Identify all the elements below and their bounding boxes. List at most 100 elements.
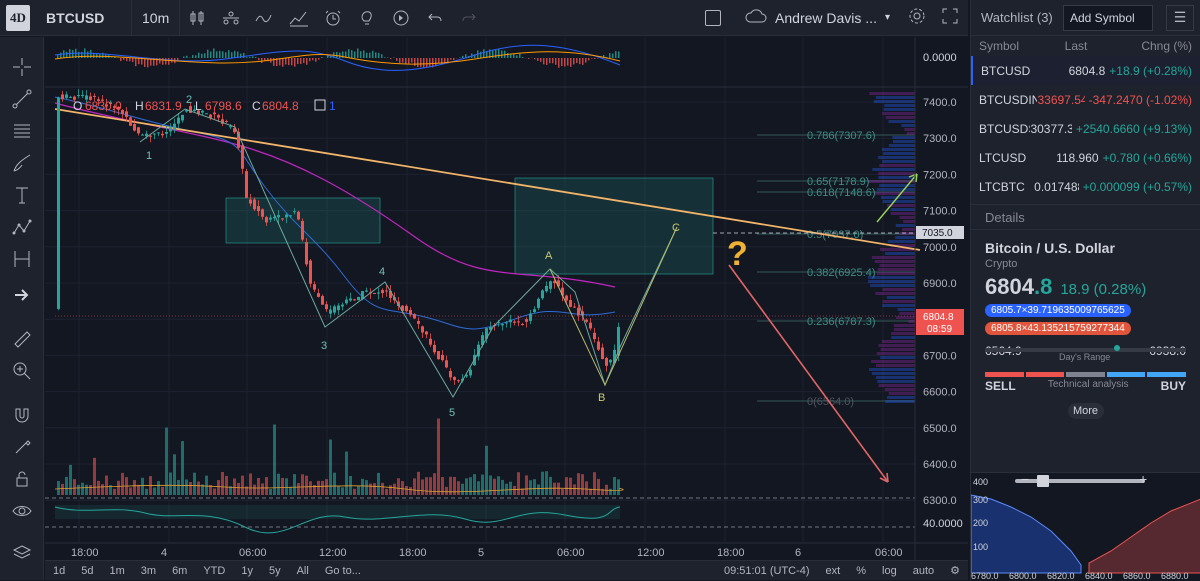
lock-icon[interactable]	[8, 467, 36, 491]
percent-scale-toggle[interactable]: %	[848, 565, 874, 577]
wave-label-a: A	[545, 250, 553, 262]
range-1d[interactable]: 1d	[45, 565, 73, 577]
auto-scale-toggle[interactable]: auto	[905, 565, 942, 577]
layout-toggle-icon[interactable]	[705, 10, 721, 26]
histogram-bar	[384, 57, 386, 58]
alert-icon[interactable]	[316, 0, 350, 36]
histogram-bar	[561, 58, 563, 66]
histogram-bar	[282, 58, 284, 67]
col-chg[interactable]: Chng (%)	[1141, 39, 1192, 53]
row-change: +18.9 (+0.28%)	[1105, 64, 1192, 78]
text-icon[interactable]	[8, 183, 36, 207]
app-logo[interactable]: 4D	[0, 0, 36, 36]
volume-bar	[513, 486, 516, 495]
profile-bar	[900, 232, 915, 235]
watchlist-menu-icon[interactable]: ☰	[1166, 5, 1194, 31]
candles-icon[interactable]	[180, 0, 214, 36]
watchlist-row[interactable]: BTCUSDSHORTS30377.3902+2540.6660 (+9.13%…	[971, 114, 1200, 143]
extended-hours-toggle[interactable]: ext	[818, 565, 849, 577]
histogram-bar	[369, 53, 371, 58]
fib-retracement-icon[interactable]	[8, 119, 36, 143]
details-header[interactable]: Details	[971, 204, 1200, 230]
chevron-down-icon[interactable]: ▾	[885, 12, 890, 23]
range-1m[interactable]: 1m	[102, 565, 133, 577]
compare-icon[interactable]	[214, 0, 248, 36]
replay-icon[interactable]	[384, 0, 418, 36]
candle-body	[281, 218, 284, 219]
symbol-search[interactable]: BTCUSD	[36, 0, 132, 36]
histogram-bar	[426, 58, 428, 67]
range-ytd[interactable]: YTD	[195, 565, 233, 577]
layout-name[interactable]: Andrew Davis ...	[775, 10, 877, 26]
ruler-icon[interactable]	[8, 327, 36, 351]
range-3m[interactable]: 3m	[133, 565, 164, 577]
histogram-bar	[210, 52, 212, 58]
profile-bar	[875, 292, 915, 295]
arrow-icon[interactable]	[8, 283, 36, 307]
histogram-bar	[438, 58, 440, 63]
financials-icon[interactable]	[282, 0, 316, 36]
histogram-bar	[249, 57, 251, 58]
volume-bar	[65, 477, 68, 495]
col-symbol[interactable]: Symbol	[979, 39, 1051, 53]
pattern-icon[interactable]	[8, 215, 36, 239]
magnet-icon[interactable]	[8, 403, 36, 427]
oscillator-pane	[55, 45, 620, 70]
volume-bars	[57, 419, 620, 495]
range-6m[interactable]: 6m	[164, 565, 195, 577]
price-fraction: .8	[1034, 274, 1052, 299]
technical-analysis-label[interactable]: Technical analysis	[1048, 379, 1129, 393]
candle-body	[373, 293, 376, 294]
redo-icon[interactable]	[452, 0, 486, 36]
range-all[interactable]: All	[289, 565, 317, 577]
goto-button[interactable]: Go to...	[317, 565, 369, 577]
profile-bar	[885, 388, 915, 391]
histogram-bar	[57, 55, 59, 58]
volume-bar	[577, 473, 580, 495]
watchlist-title[interactable]: Watchlist (3)	[971, 10, 1063, 25]
range-1y[interactable]: 1y	[233, 565, 261, 577]
time-tick: 06:00	[875, 547, 903, 559]
eye-icon[interactable]	[8, 499, 36, 523]
brush-icon[interactable]	[8, 151, 36, 175]
histogram-bar	[138, 58, 140, 64]
candle-body	[385, 290, 388, 291]
undo-icon[interactable]	[418, 0, 452, 36]
chart-area[interactable]: 0.786(7307.6) 0.65(7178.9) 0.618(7148.6)…	[45, 37, 968, 560]
profile-bar	[891, 336, 915, 339]
log-scale-toggle[interactable]: log	[874, 565, 905, 577]
col-last[interactable]: Last	[1051, 39, 1101, 53]
histogram-bar	[198, 53, 200, 58]
histogram-bar	[609, 53, 611, 58]
prediction-icon[interactable]	[8, 247, 36, 271]
wave-label-2: 2	[186, 94, 192, 106]
volume-bar	[497, 476, 500, 495]
crosshair-icon[interactable]	[8, 55, 36, 79]
ideas-icon[interactable]	[350, 0, 384, 36]
trendline-icon[interactable]	[8, 87, 36, 111]
object-tree-icon[interactable]	[8, 541, 36, 565]
chart-settings-gear-icon[interactable]: ⚙	[942, 564, 968, 577]
stay-drawing-icon[interactable]	[8, 435, 36, 459]
zoom-icon[interactable]	[8, 359, 36, 383]
price-main: 6804	[985, 274, 1034, 299]
add-symbol-input[interactable]: Add Symbol	[1063, 5, 1153, 31]
profile-bar	[879, 384, 915, 387]
range-5y[interactable]: 5y	[261, 565, 289, 577]
more-button[interactable]: More	[1068, 403, 1104, 419]
volume-bar	[365, 480, 368, 495]
settings-gear-icon[interactable]	[908, 7, 926, 28]
indicators-icon[interactable]	[248, 0, 282, 36]
interval-selector[interactable]: 10m	[132, 0, 180, 36]
candle-body	[545, 286, 548, 291]
watchlist-row[interactable]: BTCUSDIND33697.5493-347.2470 (-1.02%)	[971, 85, 1200, 114]
profile-bar	[869, 180, 915, 183]
histogram-bar	[252, 56, 254, 58]
fullscreen-icon[interactable]	[942, 8, 958, 27]
clock-display[interactable]: 09:51:01 (UTC-4)	[716, 565, 818, 577]
price-chart[interactable]: 0.786(7307.6) 0.65(7178.9) 0.618(7148.6)…	[45, 37, 968, 560]
range-5d[interactable]: 5d	[73, 565, 101, 577]
